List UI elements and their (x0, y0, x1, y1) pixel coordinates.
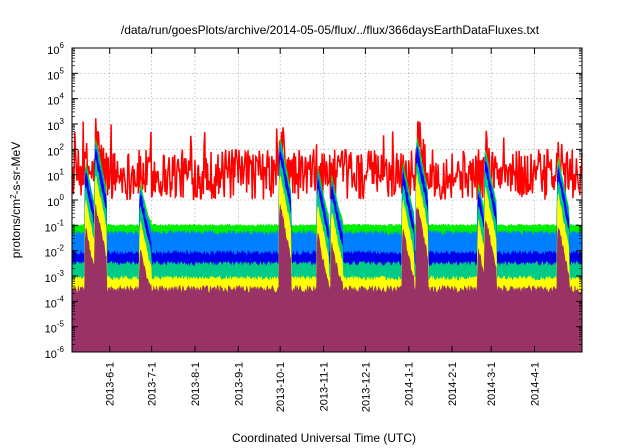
y-axis-label-rest: -s-sr-MeV (9, 142, 23, 195)
y-tick-label: 105 (47, 66, 64, 82)
x-tick-label: 2013-11-1 (319, 362, 331, 411)
y-tick-label: 106 (47, 41, 64, 57)
y-tick-label: 10-5 (45, 320, 65, 336)
y-axis-label: protons/cm2-s-sr-MeV (9, 142, 23, 258)
y-tick-label: 100 (47, 193, 64, 209)
y-tick-label: 101 (47, 168, 64, 184)
x-tick-label: 2013-10-1 (275, 362, 287, 412)
x-tick-label: 2013-9-1 (233, 362, 245, 406)
x-tick-label: 2013-8-1 (190, 362, 202, 406)
y-tick-label: 103 (47, 117, 64, 133)
x-tick-label: 2013-12-1 (360, 362, 372, 412)
axis-ticks: 10-6 10-5 10-4 10-3 10-2 10-1 100 101 102 103 104 1… (45, 41, 582, 412)
y-tick-label: 104 (47, 92, 64, 108)
x-tick-label: 2014-4-1 (529, 362, 541, 406)
y-tick-label: 10-4 (45, 294, 65, 310)
y-tick-label: 10-3 (45, 269, 65, 285)
y-tick-label: 10-6 (45, 345, 65, 361)
series-line-0 (71, 118, 583, 201)
series-layer (71, 118, 583, 353)
x-tick-label: 2014-2-1 (447, 362, 459, 406)
x-tick-label: 2013-6-1 (105, 362, 117, 406)
y-tick-label: 10-1 (45, 218, 65, 234)
chart-title: /data/run/goesPlots/archive/2014-05-05/f… (121, 23, 540, 37)
x-axis-label: Coordinated Universal Time (UTC) (232, 431, 416, 445)
y-axis-label-base: protons/cm (9, 199, 23, 258)
x-tick-label: 2013-7-1 (147, 362, 159, 406)
x-tick-label: 2014-1-1 (404, 362, 416, 406)
series-area-6 (71, 204, 583, 353)
x-tick-label: 2014-3-1 (486, 362, 498, 406)
y-axis-label-sup: 2 (9, 194, 18, 199)
y-tick-label: 102 (47, 142, 64, 158)
y-tick-label: 10-2 (45, 244, 65, 260)
